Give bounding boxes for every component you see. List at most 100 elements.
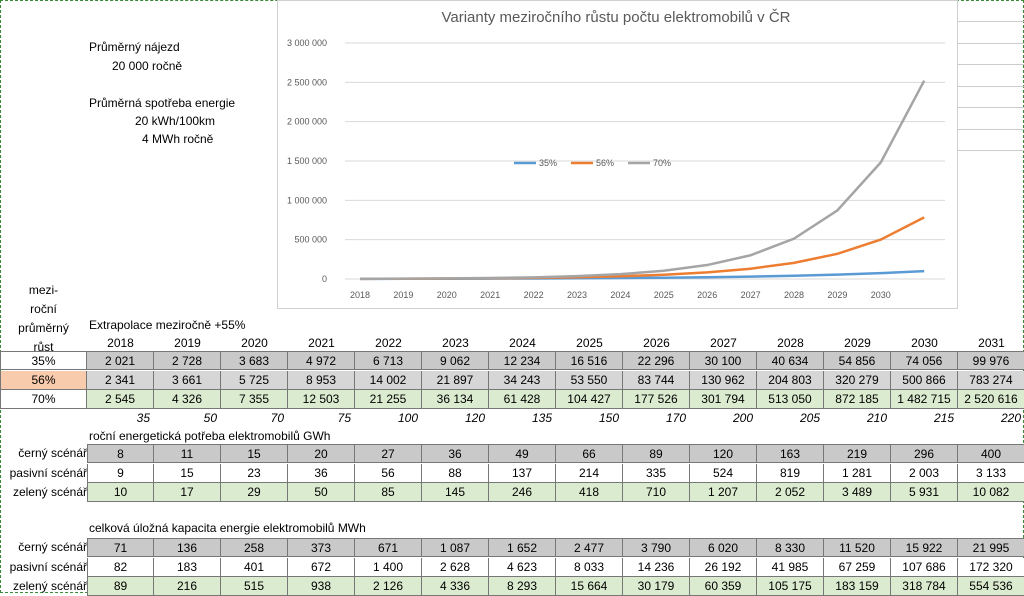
table-cell: 60 359 bbox=[690, 577, 757, 596]
factor: 200 bbox=[732, 411, 753, 425]
table-cell: 2 126 bbox=[355, 577, 422, 596]
table-cell: 2 628 bbox=[422, 557, 489, 577]
year-header: 2023 bbox=[442, 336, 469, 350]
year-header: 2021 bbox=[308, 336, 335, 350]
note: 4 MWh ročně bbox=[142, 132, 214, 146]
table-cell: 320 279 bbox=[824, 370, 891, 390]
sheet-cell bbox=[958, 108, 1024, 130]
table-cell: 22 296 bbox=[623, 351, 690, 370]
table-cell: 36 bbox=[422, 444, 489, 463]
year-header: 2027 bbox=[710, 336, 737, 350]
table-cell: 8 953 bbox=[288, 370, 355, 390]
note: Průměrný nájezd bbox=[89, 40, 180, 54]
table-cell: 66 bbox=[556, 444, 623, 463]
legend-label: 70% bbox=[653, 158, 671, 168]
row-header: průměrný bbox=[18, 321, 69, 335]
table-cell: 6 020 bbox=[690, 538, 757, 557]
table-cell: 9 bbox=[87, 463, 154, 483]
table-cell: 4 623 bbox=[489, 557, 556, 577]
table-cell: 145 bbox=[422, 483, 489, 502]
x-tick-label: 2028 bbox=[784, 290, 804, 300]
table-cell: 50 bbox=[288, 483, 355, 502]
year-header: 2029 bbox=[844, 336, 871, 350]
factor: 135 bbox=[531, 411, 552, 425]
note: 20 000 ročně bbox=[112, 59, 183, 73]
section-title: roční energetická potřeba elektromobilů … bbox=[89, 429, 331, 443]
table-cell: 12 234 bbox=[489, 351, 556, 370]
factor: 210 bbox=[866, 411, 887, 425]
table-cell: 4 972 bbox=[288, 351, 355, 370]
table-cell: 400 bbox=[958, 444, 1024, 463]
table-cell: 14 002 bbox=[355, 370, 422, 390]
table-cell: 40 634 bbox=[757, 351, 824, 370]
factor: 100 bbox=[397, 411, 418, 425]
table-cell: 30 100 bbox=[690, 351, 757, 370]
table-cell: 136 bbox=[154, 538, 221, 557]
table-cell: 3 790 bbox=[623, 538, 690, 557]
table-cell: 15 922 bbox=[891, 538, 958, 557]
table-cell: 1 207 bbox=[690, 483, 757, 502]
table-cell: 2 341 bbox=[87, 370, 154, 390]
table-cell: 3 661 bbox=[154, 370, 221, 390]
table-cell: 88 bbox=[422, 463, 489, 483]
table-cell: 53 550 bbox=[556, 370, 623, 390]
row-header: roční bbox=[30, 302, 57, 316]
table-cell: 524 bbox=[690, 463, 757, 483]
table-cell: 21 995 bbox=[958, 538, 1024, 557]
table-cell: 2 728 bbox=[154, 351, 221, 370]
factor: 75 bbox=[337, 411, 351, 425]
row-label: černý scénář bbox=[18, 446, 87, 460]
table-cell: 204 803 bbox=[757, 370, 824, 390]
table-cell: 12 503 bbox=[288, 390, 355, 409]
y-tick-label: 1 500 000 bbox=[287, 156, 327, 166]
table-cell: 30 179 bbox=[623, 577, 690, 596]
table-cell: 2 052 bbox=[757, 483, 824, 502]
factor: 205 bbox=[799, 411, 820, 425]
table-cell: 1 087 bbox=[422, 538, 489, 557]
chart-title: Varianty meziročního růstu počtu elektro… bbox=[441, 9, 790, 26]
table-cell: 99 976 bbox=[958, 351, 1024, 370]
table-cell: 3 489 bbox=[824, 483, 891, 502]
table-cell: 83 744 bbox=[623, 370, 690, 390]
table-cell: 67 259 bbox=[824, 557, 891, 577]
table-cell: 85 bbox=[355, 483, 422, 502]
x-tick-label: 2025 bbox=[654, 290, 674, 300]
table-cell: 296 bbox=[891, 444, 958, 463]
table-cell: 54 856 bbox=[824, 351, 891, 370]
table-cell: 214 bbox=[556, 463, 623, 483]
table-cell: 1 281 bbox=[824, 463, 891, 483]
y-tick-label: 3 000 000 bbox=[287, 38, 327, 48]
x-tick-label: 2027 bbox=[741, 290, 761, 300]
y-tick-label: 500 000 bbox=[294, 235, 327, 245]
row-label: pasivní scénář bbox=[9, 559, 87, 574]
table-cell: 2 477 bbox=[556, 538, 623, 557]
table-cell: 4 336 bbox=[422, 577, 489, 596]
table-cell: 21 255 bbox=[355, 390, 422, 409]
table-cell: 26 192 bbox=[690, 557, 757, 577]
table-cell: 183 bbox=[154, 557, 221, 577]
table-cell: 5 931 bbox=[891, 483, 958, 502]
y-tick-label: 2 000 000 bbox=[287, 117, 327, 127]
table-cell: 11 bbox=[154, 444, 221, 463]
year-header: 2026 bbox=[643, 336, 670, 350]
table-cell: 418 bbox=[556, 483, 623, 502]
year-header: 2024 bbox=[509, 336, 536, 350]
row-label: zelený scénář bbox=[12, 579, 87, 593]
table-cell: 20 bbox=[288, 444, 355, 463]
x-tick-label: 2024 bbox=[610, 290, 630, 300]
table-cell: 2 545 bbox=[87, 390, 154, 409]
table-cell: 104 427 bbox=[556, 390, 623, 409]
chart: Varianty meziročního růstu počtu elektro… bbox=[277, 0, 958, 309]
series-line bbox=[359, 80, 926, 281]
factor: 70 bbox=[270, 411, 284, 425]
year-header: 2031 bbox=[978, 336, 1005, 350]
table-cell: 6 713 bbox=[355, 351, 422, 370]
table-cell: 872 185 bbox=[824, 390, 891, 409]
table-cell: 16 516 bbox=[556, 351, 623, 370]
x-tick-label: 2019 bbox=[393, 290, 413, 300]
table-cell: 71 bbox=[87, 538, 154, 557]
table-cell: 783 274 bbox=[958, 370, 1024, 390]
table-cell: 107 686 bbox=[891, 557, 958, 577]
sheet-cell bbox=[958, 86, 1024, 108]
